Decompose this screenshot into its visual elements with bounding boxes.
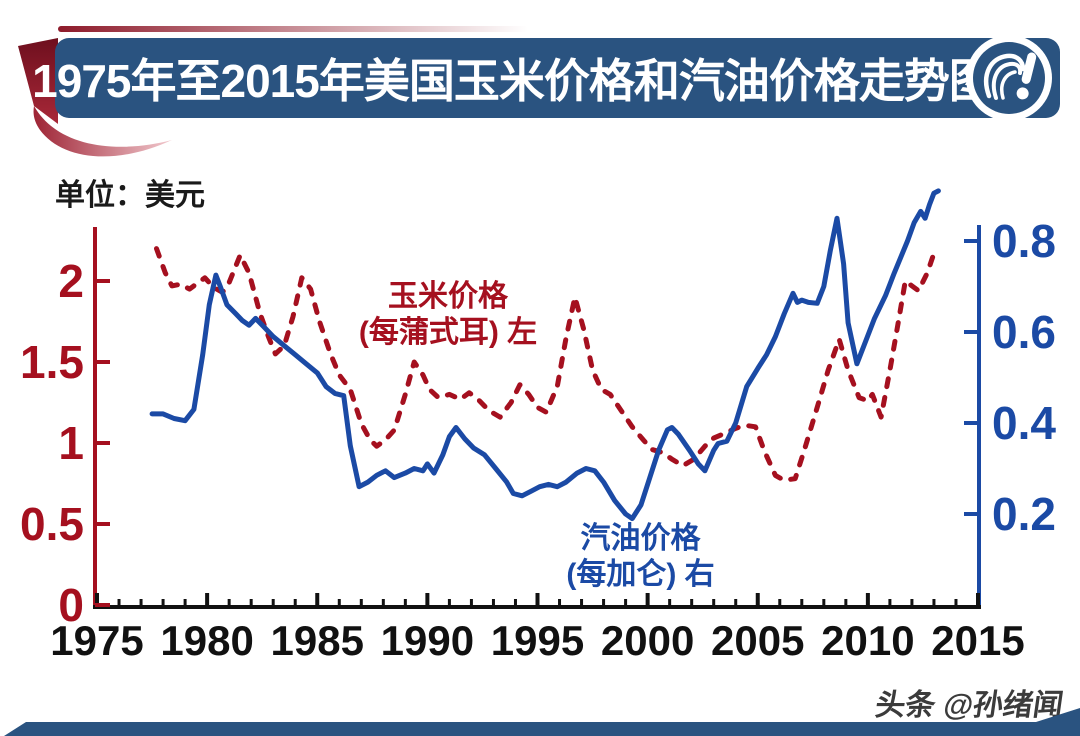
x-tick-label: 1975 — [50, 617, 143, 664]
y-left-tick-label: 0 — [58, 579, 84, 631]
gasoline-series-label-line1: 汽油价格 — [580, 522, 701, 555]
header-left-ribbon-tail — [33, 106, 172, 157]
gasoline-series-label-line2: (每加仑) 右 — [566, 558, 715, 591]
corn-price-line — [154, 246, 937, 483]
x-tick-label: 2015 — [931, 617, 1024, 664]
x-tick-label: 2010 — [821, 617, 914, 664]
dual-axis-line-chart: 1975 1980 1985 1990 1995 2000 2005 2010 2015 0 0.5… — [20, 188, 1056, 664]
y-left-ticks: 0 0.5 1 1.5 2 — [20, 255, 110, 631]
chart-area: 1975 1980 1985 1990 1995 2000 2005 2010 2015 0 0.5… — [0, 150, 1080, 680]
footer-bar — [4, 708, 1080, 736]
corn-series-label: 玉米价格 (每蒲式耳) 左 — [328, 279, 568, 351]
y-left-tick-label: 0.5 — [20, 498, 84, 550]
y-left-tick-label: 1 — [58, 417, 84, 469]
gasoline-price-line — [149, 188, 941, 522]
y-right-tick-label: 0.6 — [992, 306, 1056, 358]
header-top-line — [58, 26, 528, 32]
x-tick-label: 1995 — [491, 617, 584, 664]
x-tick-label: 1980 — [160, 617, 253, 664]
y-right-tick-label: 0.2 — [992, 488, 1056, 540]
y-left-tick-label: 1.5 — [20, 336, 84, 388]
y-right-tick-label: 0.4 — [992, 397, 1056, 449]
x-axis-ticks: 1975 1980 1985 1990 1995 2000 2005 2010 2015 — [50, 593, 1025, 664]
x-tick-label: 2000 — [601, 617, 694, 664]
page-title: 1975年至2015年美国玉米价格和汽油价格走势图 — [32, 55, 995, 107]
corn-series-label-line2: (每蒲式耳) 左 — [358, 316, 538, 349]
header-left-ribbon — [18, 38, 58, 124]
y-right-tick-label: 0.8 — [992, 215, 1056, 267]
corn-series-label-line1: 玉米价格 — [388, 280, 508, 313]
header-banner: 1975年至2015年美国玉米价格和汽油价格走势图 — [32, 35, 1060, 121]
unit-label: 单位：美元 — [55, 179, 205, 212]
question-mark-logo-icon — [966, 35, 1052, 121]
y-right-ticks: 0.2 0.4 0.6 0.8 — [964, 215, 1056, 540]
y-left-tick-label: 2 — [58, 255, 84, 307]
gasoline-series-label: 汽油价格 (每加仑) 右 — [518, 521, 763, 593]
header-ribbon-decoration — [18, 26, 528, 157]
x-tick-label: 1990 — [381, 617, 474, 664]
x-tick-label: 2005 — [711, 617, 804, 664]
x-tick-label: 1985 — [271, 617, 364, 664]
